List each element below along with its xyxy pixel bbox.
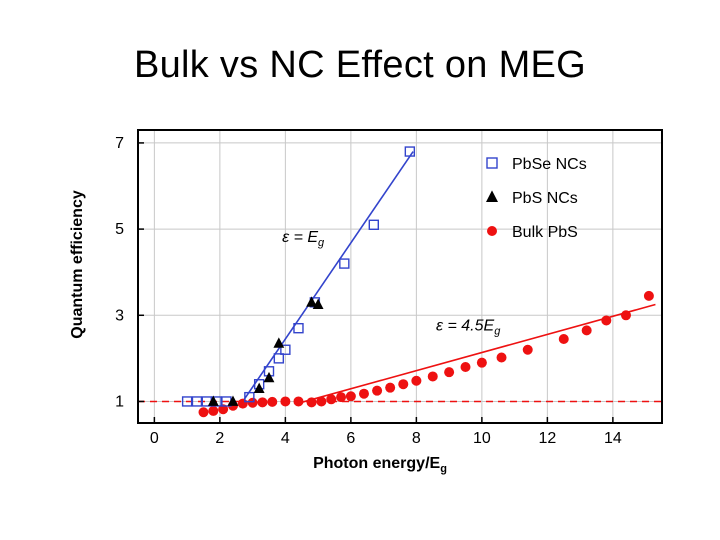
x-tick-label: 4	[281, 430, 290, 447]
pbs-ncs-point	[312, 298, 324, 309]
bulk-pbs-point	[398, 379, 409, 390]
x-axis-label: Photon energy/Eg	[313, 455, 447, 475]
bulk-pbs-point	[496, 352, 507, 363]
bulk-pbs-point	[345, 391, 356, 402]
pbse-ncs-point	[273, 353, 285, 364]
bulk-pbs-point	[620, 310, 631, 321]
bulk-pbs-point	[411, 375, 422, 386]
x-tick-label: 10	[473, 430, 491, 447]
pbse-ncs-point	[191, 396, 203, 407]
pbse-ncs-point	[181, 396, 193, 407]
x-tick-label: 6	[346, 430, 355, 447]
y-tick-label: 3	[115, 307, 124, 324]
fit-annotation: ε = Eg	[282, 229, 325, 249]
y-tick-label: 7	[115, 135, 124, 152]
bulk-pbs-point	[336, 392, 347, 403]
chart-background	[60, 118, 680, 478]
bulk-pbs-point	[385, 382, 396, 393]
fit-line	[301, 303, 656, 404]
pbse-ncs-point	[244, 391, 255, 403]
bulk-pbs-point	[257, 397, 268, 408]
pbs-ncs-point	[227, 395, 239, 406]
legend-label: PbS NCs	[512, 190, 578, 207]
pbs-ncs-point	[253, 382, 265, 393]
bulk-pbs-point	[427, 371, 438, 382]
bulk-pbs-point	[316, 396, 327, 407]
x-tick-label: 2	[215, 430, 224, 447]
axis-ticks: 0 2 4 6 8 10 12 14 1 3 5 7	[115, 135, 622, 447]
bulk-pbs-point	[581, 325, 592, 336]
fit-line	[242, 151, 414, 402]
fit-annotation-sub: g	[494, 325, 501, 337]
pbse-ncs-point	[280, 344, 291, 355]
fit-annotation-main: ε = E	[282, 229, 318, 246]
bulk-pbs-point	[198, 407, 209, 418]
bulk-pbs-point	[208, 405, 219, 416]
pbse-ncs-point	[339, 258, 350, 269]
bulk-pbs-point	[372, 385, 383, 396]
fit-annotation: ε = 4.5Eg	[436, 317, 501, 337]
x-tick-label: 14	[604, 430, 622, 447]
data-points	[181, 146, 654, 418]
fit-annotation-main: ε = 4.5E	[436, 317, 495, 334]
pbs-ncs-point	[273, 337, 285, 348]
slide-title: Bulk vs NC Effect on MEG	[133, 44, 587, 86]
bulk-pbs-point	[280, 396, 291, 407]
bulk-pbs-point	[306, 397, 317, 408]
bulk-pbs-point	[267, 396, 278, 407]
fit-annotation-sub: g	[318, 237, 325, 249]
pbs-ncs-point	[306, 296, 317, 307]
x-axis-label-sub: g	[440, 463, 447, 475]
bulk-pbs-point	[601, 315, 612, 326]
bulk-pbs-point	[476, 357, 487, 368]
legend-label: PbSe NCs	[512, 156, 587, 173]
x-tick-label: 0	[150, 430, 159, 447]
bulk-pbs-point	[444, 367, 455, 378]
y-tick-label: 5	[115, 221, 124, 238]
bulk-pbs-point	[460, 361, 471, 372]
y-tick-label: 1	[115, 393, 124, 410]
annotations: ε = Egε = 4.5Eg	[282, 229, 501, 337]
chart-figure: 0 2 4 6 8 10 12 14 1 3 5 7 PbSe NCs PbS NCs Bulk PbS …	[60, 118, 680, 478]
legend-marker	[487, 226, 497, 236]
y-axis-label: Quantum efficiency	[69, 190, 86, 339]
legend-marker	[486, 157, 498, 169]
bulk-pbs-point	[237, 398, 248, 409]
bulk-pbs-point	[218, 404, 229, 415]
bulk-pbs-point	[247, 397, 258, 408]
x-axis-label-main: Photon energy/E	[313, 455, 440, 472]
legend: PbSe NCs PbS NCs Bulk PbS	[486, 156, 587, 241]
bulk-pbs-point	[326, 394, 337, 405]
plot-frame	[137, 129, 663, 424]
legend-label: Bulk PbS	[512, 224, 578, 241]
bulk-pbs-point	[558, 333, 569, 344]
x-tick-label: 8	[412, 430, 421, 447]
fit-lines	[242, 151, 656, 404]
x-tick-label: 12	[538, 430, 556, 447]
pbs-ncs-point	[207, 395, 219, 406]
bulk-pbs-point	[293, 396, 304, 407]
pbse-ncs-point	[293, 323, 304, 334]
bulk-pbs-point	[643, 290, 654, 301]
pbs-ncs-point	[263, 371, 275, 383]
bulk-pbs-point	[522, 344, 533, 355]
pbse-ncs-point	[368, 219, 379, 230]
bulk-pbs-point	[358, 388, 369, 399]
pbse-ncs-point	[404, 146, 416, 157]
legend-marker	[486, 190, 498, 202]
